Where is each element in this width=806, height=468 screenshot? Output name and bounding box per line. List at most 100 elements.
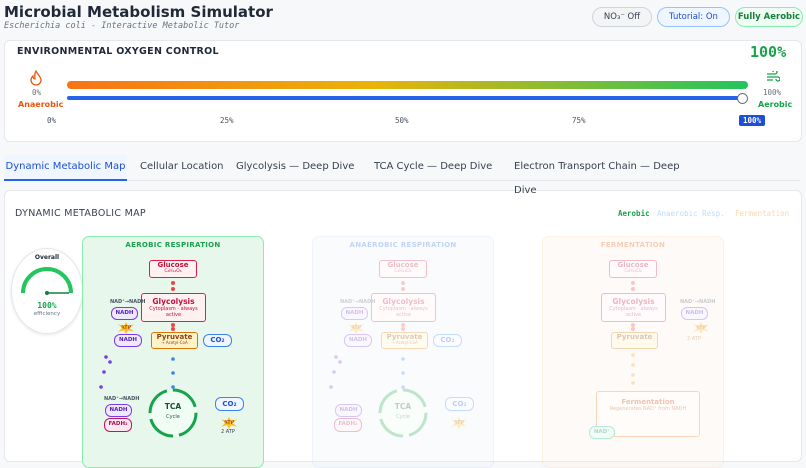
glucose-node[interactable]: Glucose C₆H₁₂O₆ — [149, 260, 197, 278]
node-note: C₆H₁₂O₆ — [394, 269, 412, 275]
app-title: Microbial Metabolism Simulator — [4, 3, 273, 21]
pyruvate-node[interactable]: Pyruvate — [611, 332, 658, 349]
glucose-node[interactable]: Glucose C₆H₁₂O₆ — [379, 260, 427, 278]
pathway-column[interactable]: FERMENTATION Glucose C₆H₁₂O₆ Glycolysis Cyto… — [542, 236, 724, 468]
nadh-pill: NADH — [111, 307, 138, 320]
node-label: Glycolysis — [152, 297, 195, 306]
pyruvate-node[interactable]: Pyruvate → Acetyl-CoA — [381, 332, 428, 349]
status-badge[interactable]: Fully Aerobic — [735, 7, 803, 27]
node-label: Pyruvate — [386, 333, 423, 341]
slider-tick[interactable]: 25% — [220, 116, 234, 125]
atp-yield: 2 ATP — [687, 336, 701, 342]
slider-track[interactable] — [67, 96, 743, 100]
flow-dot — [401, 323, 405, 327]
flow-dot — [631, 327, 635, 331]
pathway-title: ANAEROBIC RESPIRATION — [349, 241, 457, 249]
nadh-pill: NADH — [681, 307, 708, 320]
node-note: → Acetyl-CoA — [161, 340, 188, 346]
flow-dot — [171, 327, 175, 331]
tutorial-toggle[interactable]: Tutorial: On — [657, 7, 730, 27]
slider-tick[interactable]: 0% — [47, 116, 57, 125]
nadh-pill: NADH — [114, 334, 142, 347]
node-note: Cytoplasm · always active — [609, 306, 658, 318]
glucose-node[interactable]: Glucose C₆H₁₂O₆ — [609, 260, 657, 278]
flow-dot — [401, 371, 405, 375]
co2-node: CO₂ — [445, 397, 474, 411]
co2-node: CO₂ — [203, 334, 232, 347]
node-label: Glycolysis — [382, 297, 425, 306]
tab-label: Glycolysis — Deep Dive — [236, 161, 355, 172]
tab[interactable]: Glycolysis — Deep Dive — [236, 155, 361, 179]
node-label: Pyruvate — [156, 333, 193, 341]
node-label: Glucose — [617, 261, 649, 269]
slider-thumb[interactable] — [737, 93, 748, 104]
slider-tick[interactable]: 75% — [572, 116, 586, 125]
co2-node: CO₂ — [433, 334, 462, 347]
right-label: Aerobic — [758, 100, 793, 109]
pathway-column[interactable]: ANAEROBIC RESPIRATION Glucose C₆H₁₂O₆ Glyco… — [312, 236, 494, 468]
slider-tick[interactable]: 100% — [739, 115, 766, 126]
tab-label: TCA Cycle — Deep Dive — [374, 161, 493, 172]
tab[interactable]: TCA Cycle — Deep Dive — [374, 155, 499, 179]
flow-dot — [99, 385, 103, 389]
fermentation-node[interactable]: Fermentation Regenerates NAD⁺ from NADH — [596, 391, 700, 437]
node-label: Glycolysis — [612, 297, 655, 306]
flow-dot — [104, 355, 108, 359]
pathway-connectors — [631, 281, 635, 385]
flow-dot — [631, 281, 635, 285]
flow-dot — [329, 385, 333, 389]
flow-dot — [171, 287, 175, 291]
app-subtitle: Escherichia coli - Interactive Metabolic… — [4, 21, 240, 31]
node-note: C₆H₁₂O₆ — [624, 269, 642, 275]
tca-ring — [148, 388, 198, 438]
cofactor-label: NAD⁺→NADH — [104, 396, 140, 402]
map-title: DYNAMIC METABOLIC MAP — [15, 208, 146, 219]
oxygen-value: 100% — [750, 43, 787, 61]
pyruvate-node[interactable]: Pyruvate → Acetyl-CoA — [151, 332, 198, 349]
nadh-pill: NADH — [344, 334, 372, 347]
glycolysis-node[interactable]: Glycolysis Cytoplasm · always active — [371, 293, 436, 322]
tab[interactable]: Dynamic Metabolic Map — [4, 155, 127, 181]
tab[interactable]: Electron Transport Chain — Deep Dive — [514, 155, 704, 196]
flow-dot — [171, 323, 175, 327]
cofactor-label: NAD⁺→NADH — [110, 299, 146, 305]
flow-dot — [171, 281, 175, 285]
left-label: Anaerobic — [18, 100, 64, 109]
nadh-pill: NADH — [341, 307, 368, 320]
node-note: C₆H₁₂O₆ — [164, 269, 182, 275]
tab-label: Cellular Location — [140, 161, 224, 172]
nadh-pill: NADH — [335, 404, 362, 417]
flow-dot — [631, 381, 635, 385]
nitrate-toggle[interactable]: NO₃⁻ Off — [592, 7, 652, 27]
pathway-title: FERMENTATION — [600, 241, 666, 249]
flow-dot — [338, 360, 342, 364]
co2-node: CO₂ — [215, 397, 244, 411]
gauge-title: Overall — [34, 254, 60, 261]
node-label: Fermentation — [621, 398, 675, 406]
tca-label: TCA — [394, 402, 412, 411]
left-value: 0% — [32, 88, 42, 97]
glycolysis-node[interactable]: Glycolysis Cytoplasm · always active — [141, 293, 206, 322]
flow-dot — [631, 287, 635, 291]
tab[interactable]: Cellular Location — [140, 155, 230, 179]
flow-dot — [401, 281, 405, 285]
node-note: Regenerates NAD⁺ from NADH — [609, 406, 687, 413]
flow-dot — [401, 287, 405, 291]
glycolysis-node[interactable]: Glycolysis Cytoplasm · always active — [601, 293, 666, 322]
node-label: Glucose — [387, 261, 419, 269]
tca-note: Cycle — [166, 414, 180, 420]
legend-item[interactable]: Fermentation — [735, 209, 790, 218]
pathway-connectors — [99, 281, 198, 438]
flow-dot — [334, 355, 338, 359]
pathway-connectors — [329, 281, 428, 438]
pathway-column[interactable]: AEROBIC RESPIRATION Glucose C₆H₁₂O₆ Glycoly… — [82, 236, 264, 468]
flow-dot — [631, 373, 635, 377]
fadh2-pill: FADH₂ — [104, 418, 132, 432]
slider-tick[interactable]: 50% — [395, 116, 409, 125]
flow-dot — [401, 385, 405, 389]
legend-item[interactable]: Anaerobic Resp. — [657, 209, 725, 218]
legend-item[interactable]: Aerobic — [618, 209, 650, 218]
tca-label: TCA — [164, 402, 182, 411]
flow-dot — [171, 357, 175, 361]
tab-divider — [4, 180, 800, 181]
